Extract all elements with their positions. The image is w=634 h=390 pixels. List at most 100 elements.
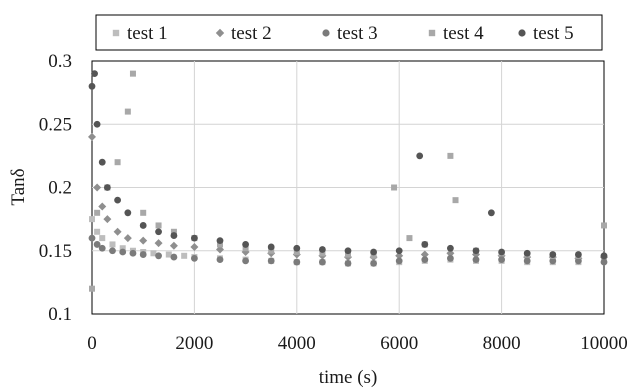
- data-point: [420, 250, 429, 259]
- legend-marker: [112, 29, 120, 37]
- data-point: [93, 241, 101, 248]
- legend-label: test 2: [231, 23, 272, 44]
- data-point: [217, 241, 223, 248]
- data-point: [89, 285, 95, 292]
- legend-item-test-1: test 1: [112, 23, 168, 44]
- data-point: [447, 244, 454, 252]
- data-point: [345, 251, 351, 258]
- x-tick-label: 10000: [580, 333, 628, 354]
- data-point: [421, 241, 429, 248]
- data-point: [319, 250, 326, 257]
- data-point: [98, 158, 106, 166]
- data-point: [549, 257, 557, 265]
- data-point: [319, 258, 326, 266]
- data-point: [139, 222, 147, 229]
- data-point: [123, 234, 132, 243]
- data-point: [370, 248, 377, 256]
- data-point: [109, 247, 116, 255]
- data-point: [139, 251, 147, 258]
- data-point: [416, 152, 424, 160]
- data-point: [139, 236, 148, 245]
- data-point: [150, 250, 157, 257]
- data-point: [549, 251, 557, 258]
- series-test-3: [88, 234, 608, 267]
- data-point: [114, 196, 121, 204]
- y-tick-label: 0.1: [48, 304, 72, 325]
- data-point: [452, 197, 459, 204]
- data-point: [88, 132, 96, 141]
- x-tick-label: 6000: [380, 333, 418, 354]
- legend-label: test 5: [533, 23, 574, 44]
- x-tick-label: 2000: [175, 333, 213, 354]
- legend: test 1 test 2 test 3 test 4 test 5: [95, 14, 603, 51]
- data-point: [575, 251, 582, 258]
- data-point: [190, 242, 199, 251]
- data-point: [268, 247, 275, 254]
- data-point: [103, 184, 111, 191]
- data-point: [124, 108, 131, 115]
- series-test-5: [88, 70, 608, 260]
- legend-marker: [518, 29, 526, 37]
- data-point: [140, 209, 147, 216]
- data-point: [169, 241, 178, 250]
- data-point: [155, 252, 162, 260]
- data-point: [91, 70, 98, 78]
- data-point: [319, 246, 326, 253]
- data-point: [216, 245, 224, 254]
- data-point: [114, 159, 121, 166]
- data-point: [181, 252, 188, 259]
- data-point: [267, 257, 275, 265]
- legend-item-test-4: test 4: [428, 23, 484, 44]
- data-point: [154, 239, 163, 248]
- data-point: [155, 228, 162, 236]
- data-point: [94, 209, 101, 216]
- data-point: [93, 120, 101, 128]
- data-point: [113, 227, 122, 236]
- data-point: [94, 228, 101, 235]
- data-point: [191, 234, 198, 242]
- data-point: [447, 152, 454, 159]
- data-point: [109, 241, 116, 248]
- data-point: [129, 249, 137, 257]
- data-point: [93, 183, 102, 192]
- y-axis-title: Tanδ: [8, 168, 29, 205]
- data-point: [600, 258, 608, 266]
- data-point: [124, 209, 132, 217]
- data-point: [267, 243, 275, 251]
- data-point: [88, 82, 96, 90]
- x-tick-label: 8000: [483, 333, 521, 354]
- legend-marker: [428, 29, 436, 37]
- data-point: [216, 256, 224, 264]
- data-point: [293, 244, 301, 252]
- data-point: [370, 252, 377, 259]
- legend-item-test-2: test 2: [215, 23, 272, 44]
- data-point: [155, 222, 162, 229]
- data-point: [421, 256, 429, 264]
- data-point: [406, 235, 413, 242]
- y-tick-labels: 0.1 0.15 0.2 0.25 0.3: [39, 51, 72, 325]
- data-point: [98, 202, 107, 211]
- y-tick-label: 0.3: [48, 51, 72, 72]
- data-point: [165, 251, 172, 258]
- data-point: [523, 249, 531, 257]
- x-tick-label: 0: [87, 333, 97, 354]
- data-point: [119, 248, 127, 256]
- data-point: [98, 244, 106, 252]
- data-point: [498, 256, 505, 264]
- data-point: [395, 251, 404, 260]
- legend-box: [95, 14, 603, 51]
- data-point: [344, 247, 352, 255]
- legend-label: test 1: [127, 23, 168, 44]
- data-point: [395, 257, 403, 265]
- data-point: [99, 235, 106, 242]
- data-point: [447, 254, 454, 262]
- series-test-2: [88, 132, 608, 263]
- data-point: [103, 215, 112, 224]
- data-point: [600, 252, 608, 260]
- x-tick-label: 4000: [278, 333, 316, 354]
- data-point: [129, 70, 136, 77]
- data-point: [575, 257, 582, 265]
- legend-item-test-3: test 3: [322, 23, 378, 44]
- data-point: [242, 241, 250, 248]
